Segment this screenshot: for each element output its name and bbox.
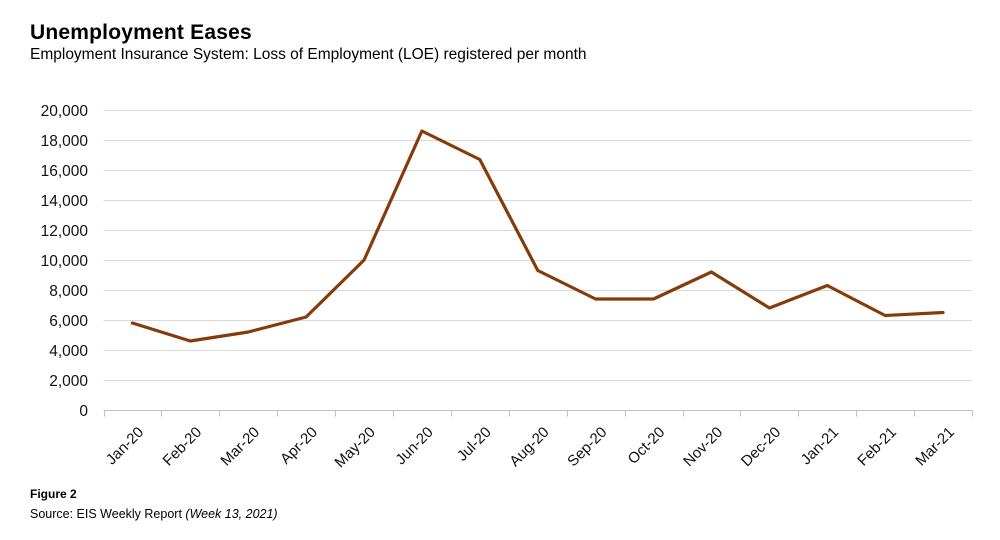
source-note: (Week 13, 2021) bbox=[185, 507, 278, 521]
x-axis-label: Dec-20 bbox=[738, 424, 784, 470]
y-axis-label: 18,000 bbox=[41, 133, 89, 150]
x-axis-label: May-20 bbox=[331, 424, 378, 471]
x-axis-label: Aug-20 bbox=[506, 424, 552, 470]
y-axis-label: 14,000 bbox=[41, 193, 89, 210]
figure-label: Figure 2 bbox=[30, 487, 77, 501]
y-axis-label: 20,000 bbox=[41, 103, 89, 120]
chart-title: Unemployment Eases bbox=[30, 21, 252, 44]
x-axis-label: Feb-21 bbox=[854, 424, 900, 470]
y-axis-label: 8,000 bbox=[49, 283, 88, 300]
y-axis-label: 4,000 bbox=[49, 343, 88, 360]
x-axis-label: Jun-20 bbox=[392, 424, 436, 468]
chart-subtitle: Employment Insurance System: Loss of Emp… bbox=[30, 46, 587, 63]
x-axis-label: Jan-21 bbox=[798, 424, 842, 468]
x-axis-label: Apr-20 bbox=[277, 424, 321, 468]
y-axis-label: 12,000 bbox=[41, 223, 89, 240]
x-axis-label: Jan-20 bbox=[103, 424, 147, 468]
x-axis-label: Mar-20 bbox=[217, 424, 263, 470]
y-axis-label: 10,000 bbox=[41, 253, 89, 270]
x-axis-label: Oct-20 bbox=[625, 424, 669, 468]
series-line bbox=[130, 129, 945, 343]
x-axis-label: Feb-20 bbox=[160, 424, 206, 470]
y-axis-label: 2,000 bbox=[49, 373, 88, 390]
x-axis-label: Sep-20 bbox=[564, 424, 610, 470]
y-axis-label: 16,000 bbox=[41, 163, 89, 180]
y-axis-label: 0 bbox=[79, 403, 88, 420]
y-axis-label: 6,000 bbox=[49, 313, 88, 330]
source-line: Source: EIS Weekly Report (Week 13, 2021… bbox=[30, 507, 278, 521]
x-axis-label: Mar-21 bbox=[912, 424, 958, 470]
x-axis-label: Nov-20 bbox=[680, 424, 726, 470]
x-axis-label: Jul-20 bbox=[454, 424, 495, 465]
source-text: Source: EIS Weekly Report bbox=[30, 507, 182, 521]
